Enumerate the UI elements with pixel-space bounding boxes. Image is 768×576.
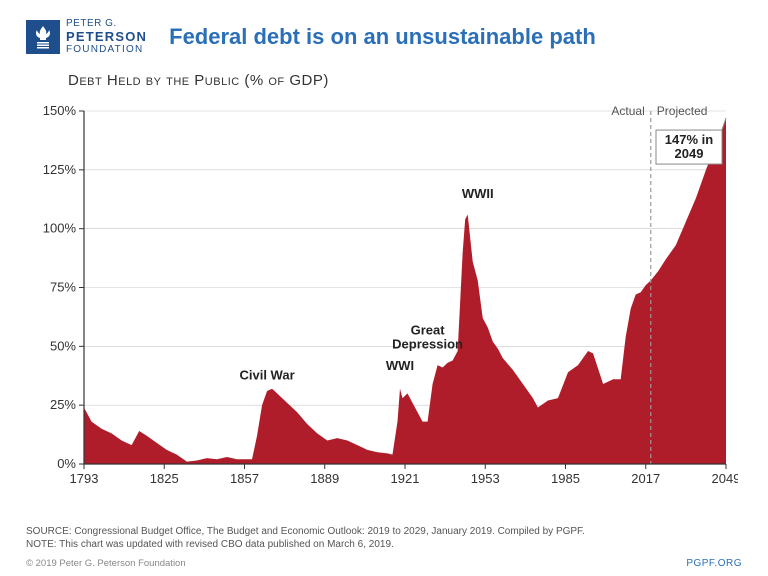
projected-label: Projected: [657, 104, 708, 118]
logo: PETER G. PETERSON FOUNDATION: [26, 18, 147, 56]
chart-annotation: Civil War: [239, 367, 294, 382]
y-tick-label: 125%: [43, 162, 77, 177]
chart-annotation: WWI: [386, 358, 414, 373]
chart-annotation: Great: [411, 323, 446, 338]
x-tick-label: 1953: [471, 471, 500, 486]
source-line: SOURCE: Congressional Budget Office, The…: [26, 526, 742, 539]
y-tick-label: 25%: [50, 397, 76, 412]
x-tick-label: 2017: [631, 471, 660, 486]
header: PETER G. PETERSON FOUNDATION Federal deb…: [0, 0, 768, 62]
site-link: PGPF.ORG: [686, 558, 742, 571]
y-tick-label: 75%: [50, 280, 76, 295]
logo-line1: PETER G.: [66, 18, 147, 30]
torch-icon: [26, 20, 60, 54]
note-line: NOTE: This chart was updated with revise…: [26, 539, 742, 552]
x-tick-label: 1825: [150, 471, 179, 486]
y-tick-label: 150%: [43, 103, 77, 118]
x-tick-label: 1985: [551, 471, 580, 486]
x-tick-label: 2049: [712, 471, 738, 486]
chart-annotation: WWII: [462, 186, 494, 201]
actual-label: Actual: [611, 104, 644, 118]
copyright: © 2019 Peter G. Peterson Foundation: [26, 558, 186, 570]
callout-line1: 147% in: [665, 132, 713, 147]
logo-line2: PETERSON: [66, 30, 147, 45]
footer: SOURCE: Congressional Budget Office, The…: [26, 526, 742, 571]
y-tick-label: 100%: [43, 221, 77, 236]
chart-annotation: Depression: [392, 337, 463, 352]
x-tick-label: 1793: [70, 471, 99, 486]
chart-subtitle: Debt Held by the Public (% of GDP): [0, 62, 768, 89]
y-tick-label: 50%: [50, 338, 76, 353]
y-tick-label: 0%: [57, 456, 76, 471]
x-tick-label: 1889: [310, 471, 339, 486]
x-tick-label: 1857: [230, 471, 259, 486]
callout-line2: 2049: [675, 146, 704, 161]
debt-chart: Actual Projected 0% 25% 50% 75% 100% 125% 150% 17…: [36, 95, 738, 490]
logo-line3: FOUNDATION: [66, 44, 147, 56]
page-title: Federal debt is on an unsustainable path: [169, 24, 596, 50]
x-tick-label: 1921: [391, 471, 420, 486]
logo-text: PETER G. PETERSON FOUNDATION: [66, 18, 147, 56]
